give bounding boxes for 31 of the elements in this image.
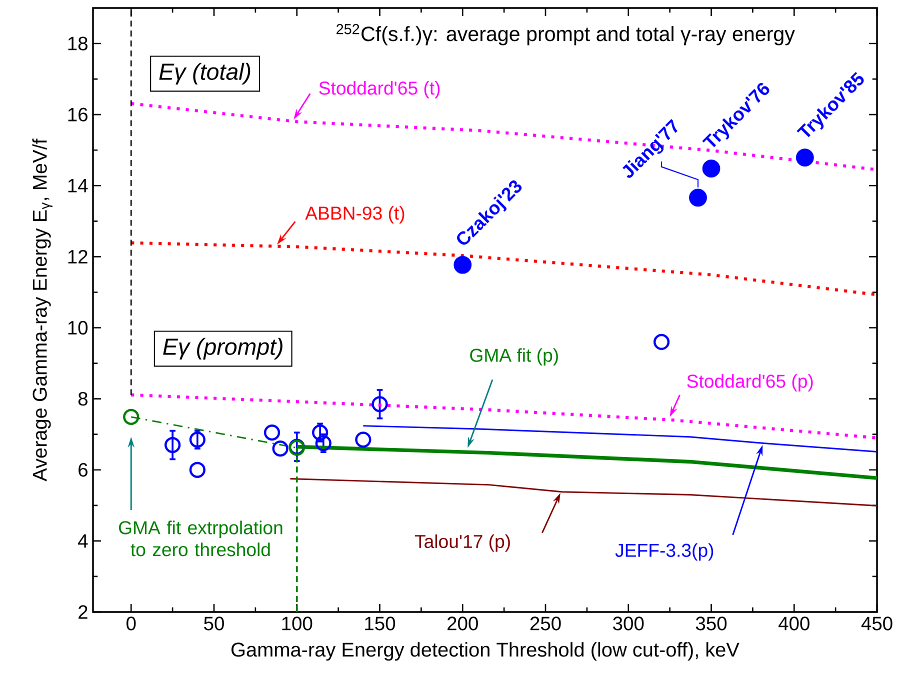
- text: $^{252}$Cf(s.f.)γ: average prompt and total γ-ray energy: [336, 24, 795, 46]
- text: GMA fit (p): [470, 348, 558, 366]
- y-tick-label: 12: [68, 250, 88, 264]
- x-tick-label: 450: [861, 616, 892, 630]
- annotation: Eγ (total): [159, 62, 250, 85]
- series-label: ABBN-93 (t): [305, 206, 404, 224]
- x-tick-label: 0: [126, 616, 136, 630]
- series-label: Stoddard'65 (p): [687, 374, 813, 392]
- x-tick-label: 150: [365, 616, 396, 630]
- y-tick-label: 8: [78, 392, 88, 406]
- y-tick-label: 16: [68, 108, 88, 122]
- y-tick-label: 14: [68, 179, 88, 192]
- annotation: Eγ (prompt): [163, 338, 282, 360]
- x-tick-label: 50: [204, 616, 224, 630]
- y-tick-label: 4: [78, 534, 88, 548]
- text: GMA fit extrpolation to zero threshold: [118, 520, 282, 556]
- x-tick-label: 250: [530, 616, 561, 630]
- y-tick-label: 2: [78, 605, 88, 619]
- x-tick-label: 350: [696, 616, 727, 630]
- y-tick-label: 6: [78, 463, 88, 477]
- x-tick-label: 100: [282, 616, 312, 630]
- x-tick-label: 400: [778, 616, 810, 630]
- x-tick-label: 200: [448, 616, 478, 630]
- x-axis-title: Gamma-ray Energy detection Threshold (low cut-off), keV: [231, 642, 740, 661]
- text: JEFF-3.3(p): [615, 543, 714, 561]
- text: Talou'17 (p): [414, 534, 510, 552]
- series-label: Stoddard'65 (t): [319, 81, 440, 98]
- y-axis-title: Average Gamma-ray Energy E$_{γ}$, MeV/f: [32, 138, 52, 482]
- y-tick-label: 18: [68, 36, 88, 50]
- y-tick-label: 10: [68, 320, 88, 335]
- x-tick-label: 300: [613, 616, 644, 630]
